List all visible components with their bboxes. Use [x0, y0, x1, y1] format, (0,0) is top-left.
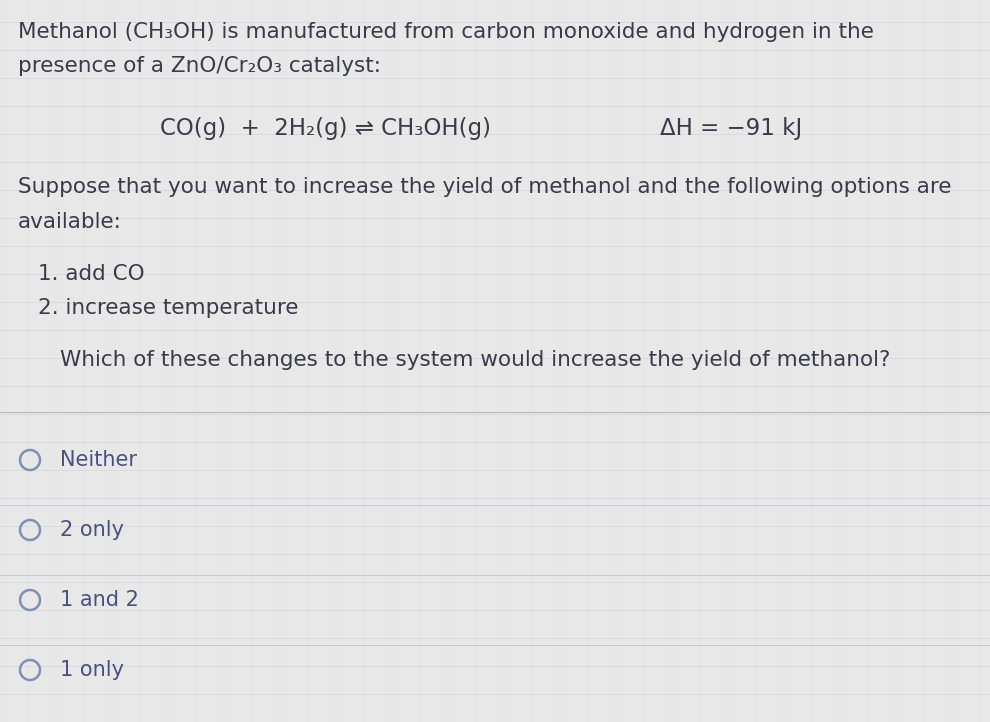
Text: ΔH = −91 kJ: ΔH = −91 kJ — [660, 117, 802, 140]
Text: Suppose that you want to increase the yield of methanol and the following option: Suppose that you want to increase the yi… — [18, 177, 951, 197]
Text: CO(g)  +  2H₂(g) ⇌ CH₃OH(g): CO(g) + 2H₂(g) ⇌ CH₃OH(g) — [160, 117, 491, 140]
Text: Neither: Neither — [60, 450, 137, 470]
Text: 2. increase temperature: 2. increase temperature — [38, 298, 299, 318]
Text: Which of these changes to the system would increase the yield of methanol?: Which of these changes to the system wou… — [60, 350, 890, 370]
Text: 1 only: 1 only — [60, 660, 124, 680]
Text: 1 and 2: 1 and 2 — [60, 590, 139, 610]
Text: presence of a ZnO/Cr₂O₃ catalyst:: presence of a ZnO/Cr₂O₃ catalyst: — [18, 56, 381, 76]
Text: 1. add CO: 1. add CO — [38, 264, 145, 284]
Text: available:: available: — [18, 212, 122, 232]
Text: 2 only: 2 only — [60, 520, 124, 540]
Text: Methanol (CH₃OH) is manufactured from carbon monoxide and hydrogen in the: Methanol (CH₃OH) is manufactured from ca… — [18, 22, 874, 42]
